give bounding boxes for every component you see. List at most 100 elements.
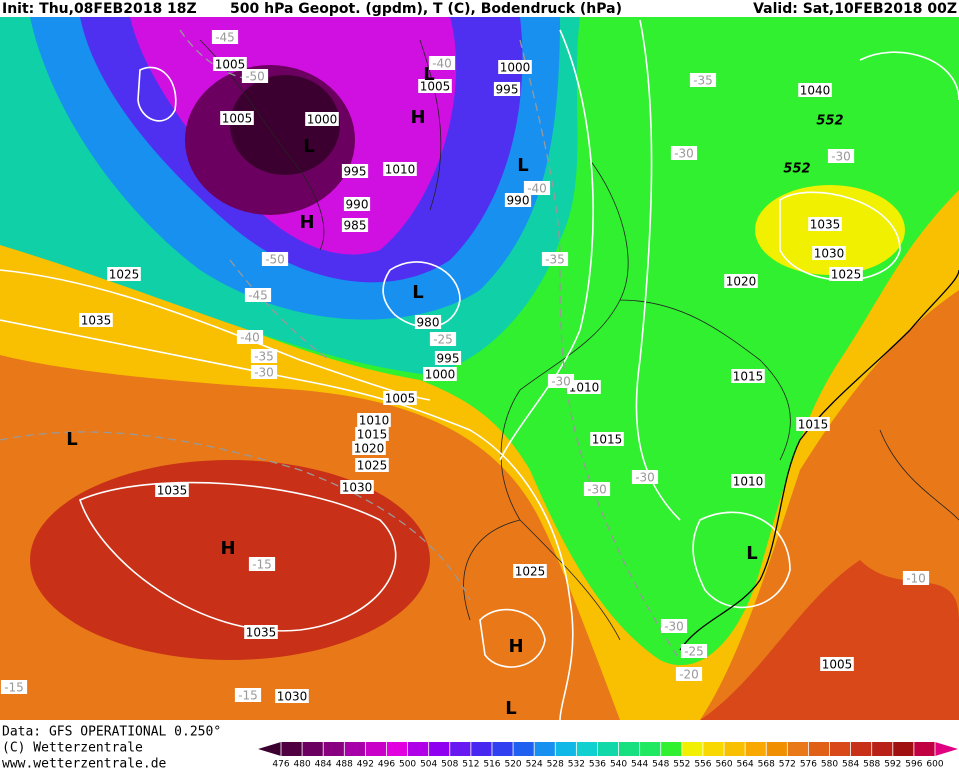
temperature-label: -30: [635, 471, 655, 485]
scale-swatch: [618, 742, 641, 756]
pressure-label: 995: [496, 83, 519, 97]
scale-label: 528: [547, 760, 564, 770]
pressure-label-bg: [79, 313, 113, 327]
pressure-label: 1030: [342, 481, 373, 495]
scale-label: 580: [821, 760, 838, 770]
scale-swatch: [597, 742, 620, 756]
pressure-label: 1020: [726, 275, 757, 289]
isotherm: [179, 29, 331, 361]
temperature-label: -30: [551, 375, 571, 389]
scale-label: 596: [905, 760, 922, 770]
pressure-label: 1015: [357, 428, 388, 442]
coastline: [199, 39, 959, 641]
pressure-label: 1035: [246, 626, 277, 640]
temperature-label: -10: [906, 572, 926, 586]
temperature-label: -20: [679, 668, 699, 682]
pressure-label-bg: [383, 162, 417, 176]
pressure-label: 1020: [354, 442, 385, 456]
scale-swatch: [555, 742, 577, 756]
pressure-center: H: [220, 538, 235, 559]
color-scale: 476 480 484 488 492 496 500 504 508 512 516 520 524 5…: [258, 742, 958, 770]
scale-label: 556: [694, 760, 711, 770]
pressure-label: 1025: [357, 459, 388, 473]
scale-label: 576: [800, 760, 817, 770]
scale-swatch: [702, 742, 725, 756]
scale-swatch: [787, 742, 809, 756]
header-bar: [0, 0, 959, 17]
pressure-label-bg: [590, 432, 624, 446]
pressure-label: 1005: [222, 112, 253, 126]
temperature-label: -40: [432, 57, 452, 71]
scale-swatch: [365, 742, 387, 756]
scale-swatch: [491, 742, 514, 756]
pressure-label: 1035: [157, 484, 188, 498]
pressure-label-bg: [493, 82, 521, 96]
pressure-label-bg: [513, 564, 547, 578]
hot-region: [700, 560, 959, 720]
temperature-label: -50: [245, 70, 265, 84]
scale-label: 568: [758, 760, 775, 770]
pressure-label: 1000: [307, 113, 338, 127]
pressure-label-bg: [724, 274, 758, 288]
pressure-label: 1005: [385, 392, 416, 406]
scale-label: 504: [420, 760, 437, 770]
scale-swatch: [449, 742, 472, 756]
temperature-label-bg: [429, 332, 457, 346]
pressure-label: 1035: [810, 218, 841, 232]
pressure-label-bg: [731, 474, 765, 488]
scale-swatch: [428, 742, 451, 756]
scale-label: 584: [842, 760, 859, 770]
isobar: [0, 269, 431, 401]
temperature-label-bg: [250, 365, 278, 379]
scale-label: 532: [568, 760, 585, 770]
pressure-label: 995: [344, 165, 367, 179]
pressure-label-bg: [829, 267, 863, 281]
data-source: Data: GFS OPERATIONAL 0.250°: [2, 725, 221, 740]
scale-label: 476: [272, 760, 289, 770]
pressure-label: 1000: [425, 368, 456, 382]
height-label: 552: [783, 162, 810, 177]
polar-core: [230, 75, 340, 175]
scale-label: 516: [483, 760, 500, 770]
scale-swatch: [407, 742, 430, 756]
552-contour: [679, 269, 959, 651]
isobar: [499, 29, 594, 461]
scale-label: 536: [589, 760, 606, 770]
temperature-label-bg: [631, 470, 659, 484]
temperature-label: -35: [254, 350, 274, 364]
scale-arrow: [935, 742, 958, 756]
pressure-label-bg: [567, 380, 601, 394]
temperature-label: -25: [684, 645, 704, 659]
pressure-label: 1015: [592, 433, 623, 447]
pressure-label-bg: [731, 369, 765, 383]
temperature-label-bg: [689, 73, 717, 87]
hot-region: [30, 460, 430, 660]
scale-label: 564: [737, 760, 754, 770]
scale-swatch: [470, 742, 493, 756]
scale-label: 592: [884, 760, 901, 770]
pressure-label: 985: [344, 219, 367, 233]
temperature-label: -30: [674, 147, 694, 161]
scale-swatch: [302, 742, 324, 756]
pressure-center: L: [746, 543, 757, 564]
scale-swatch: [681, 742, 704, 756]
scale-swatch: [323, 742, 345, 756]
pressure-label: 1040: [800, 84, 831, 98]
pressure-center: H: [299, 212, 314, 233]
scale-swatch: [766, 742, 788, 756]
temperature-label-bg: [902, 571, 930, 585]
temperature-label-bg: [236, 330, 264, 344]
scale-swatch: [576, 742, 598, 756]
pressure-label-bg: [213, 57, 247, 71]
scale-label: 548: [652, 760, 669, 770]
pressure-label: 1005: [822, 658, 853, 672]
isobar: [779, 51, 959, 281]
pressure-label-bg: [244, 625, 278, 639]
pressure-label: 1000: [500, 61, 531, 75]
pressure-label-bg: [340, 480, 374, 494]
pressure-label: 1035: [81, 314, 112, 328]
pressure-label: 1025: [831, 268, 862, 282]
website-url: www.wetterzentrale.de: [2, 757, 167, 770]
temperature-label: -45: [215, 31, 235, 45]
pressure-label-bg: [355, 458, 389, 472]
